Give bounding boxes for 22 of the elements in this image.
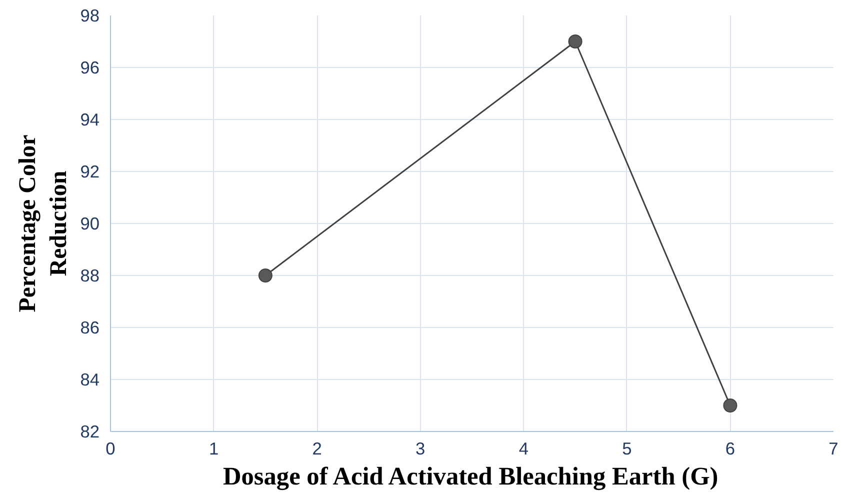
x-tick-label: 5: [622, 438, 632, 458]
y-tick-label: 86: [80, 318, 100, 338]
y-tick-label: 92: [80, 162, 100, 182]
x-tick-label: 0: [106, 438, 116, 458]
y-tick-label: 94: [80, 110, 100, 130]
x-tick-label: 1: [208, 438, 219, 458]
point: [258, 268, 272, 282]
x-tick-label: 7: [828, 438, 838, 458]
y-tick-label: 84: [80, 370, 100, 390]
y-tick-label: 96: [80, 58, 100, 78]
y-tick-label: 90: [80, 214, 100, 234]
x-tick-label: 4: [518, 438, 529, 458]
point: [568, 34, 582, 48]
y-axis-title: Percentage Color Reduction: [15, 134, 72, 312]
x-tick-label: 3: [416, 438, 426, 458]
x-tick-label: 6: [725, 438, 736, 458]
y-tick-label: 98: [80, 6, 100, 26]
y-tick-label: 82: [80, 422, 100, 442]
point: [723, 398, 738, 412]
x-axis-title: Dosage of Acid Activated Bleaching Earth (G): [222, 462, 718, 490]
y-tick-label: 88: [80, 266, 100, 286]
x-tick-label: 2: [312, 438, 322, 458]
